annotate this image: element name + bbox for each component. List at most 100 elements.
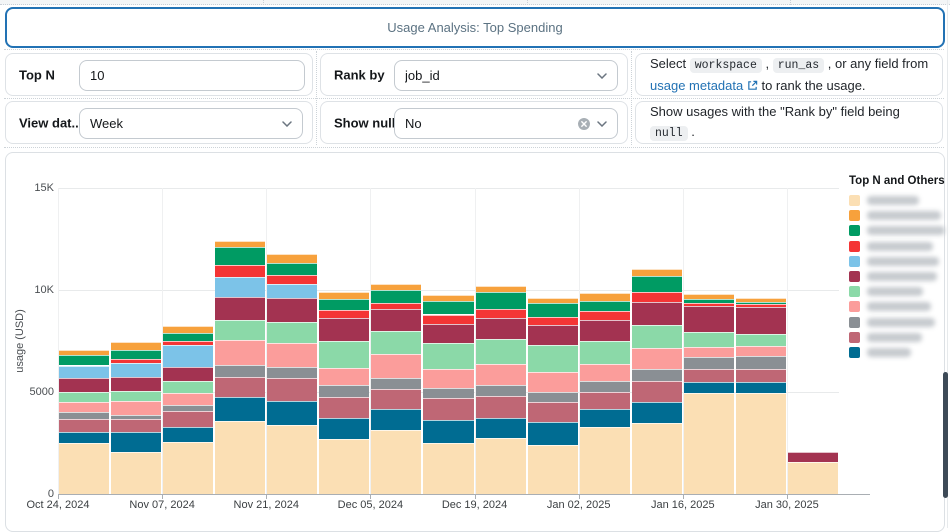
bar-segment[interactable] (111, 359, 162, 364)
bar-segment[interactable] (631, 422, 682, 494)
legend-item[interactable] (849, 284, 945, 299)
bar-segment[interactable] (267, 424, 318, 494)
legend-item[interactable] (849, 299, 945, 314)
legend-item[interactable] (849, 239, 945, 254)
bar-segment[interactable] (371, 283, 422, 290)
bar-segment[interactable] (579, 392, 630, 410)
bar-segment[interactable] (423, 323, 474, 344)
bar-segment[interactable] (59, 350, 110, 356)
bar-segment[interactable] (319, 299, 370, 311)
bar-segment[interactable] (579, 380, 630, 392)
bar-segment[interactable] (319, 367, 370, 385)
bar-segment[interactable] (423, 343, 474, 369)
bar-segment[interactable] (371, 303, 422, 310)
bar-segment[interactable] (735, 368, 786, 382)
bar-segment[interactable] (683, 368, 734, 382)
clear-icon[interactable] (577, 117, 591, 131)
bar-segment[interactable] (683, 381, 734, 394)
bar-segment[interactable] (735, 393, 786, 494)
bar-segment[interactable] (579, 341, 630, 365)
bar-segment[interactable] (683, 299, 734, 304)
legend-item[interactable] (849, 208, 945, 223)
bar-segment[interactable] (319, 310, 370, 318)
bar-segment[interactable] (527, 345, 578, 372)
bar-segment[interactable] (215, 319, 266, 340)
bar-segment[interactable] (267, 274, 318, 284)
rank-by-select[interactable]: job_id (394, 60, 618, 91)
bar-segment[interactable] (683, 294, 734, 300)
bar-segment[interactable] (423, 314, 474, 324)
bar-segment[interactable] (683, 357, 734, 369)
bar-segment[interactable] (631, 348, 682, 369)
bar-segment[interactable] (631, 324, 682, 349)
bar-segment[interactable] (267, 298, 318, 322)
bar-segment[interactable] (527, 392, 578, 403)
bar-segment[interactable] (215, 365, 266, 377)
bar-segment[interactable] (371, 429, 422, 494)
bar-segment[interactable] (423, 295, 474, 302)
bar-segment[interactable] (527, 324, 578, 346)
bar-segment[interactable] (319, 341, 370, 368)
bar-segment[interactable] (163, 426, 214, 442)
bar-segment[interactable] (215, 376, 266, 398)
bar-segment[interactable] (735, 356, 786, 369)
bar-segment[interactable] (215, 241, 266, 248)
bar-segment[interactable] (579, 426, 630, 494)
bar-segment[interactable] (267, 321, 318, 344)
bar-segment[interactable] (735, 346, 786, 357)
bar-segment[interactable] (111, 418, 162, 432)
bar-segment[interactable] (683, 347, 734, 358)
bar-segment[interactable] (163, 341, 214, 346)
bar-segment[interactable] (475, 417, 526, 438)
bar-segment[interactable] (579, 301, 630, 312)
bar-segment[interactable] (683, 303, 734, 307)
bar-segment[interactable] (215, 264, 266, 277)
bar-segment[interactable] (631, 275, 682, 293)
legend-item[interactable] (849, 269, 945, 284)
bar-segment[interactable] (475, 292, 526, 310)
bar-segment[interactable] (215, 297, 266, 320)
bar-segment[interactable] (267, 377, 318, 402)
legend-item[interactable] (849, 193, 945, 208)
bar-segment[interactable] (59, 392, 110, 403)
bar-segment[interactable] (423, 419, 474, 443)
bar-segment[interactable] (631, 292, 682, 303)
bar-segment[interactable] (59, 412, 110, 419)
bar-segment[interactable] (371, 290, 422, 304)
bar-segment[interactable] (631, 302, 682, 325)
bar-segment[interactable] (59, 418, 110, 432)
bar-segment[interactable] (735, 333, 786, 347)
bar-segment[interactable] (631, 368, 682, 381)
bar-segment[interactable] (163, 332, 214, 341)
bar-segment[interactable] (215, 247, 266, 265)
bar-segment[interactable] (475, 396, 526, 418)
bar-segment[interactable] (423, 301, 474, 315)
legend-item[interactable] (849, 330, 945, 345)
usage-metadata-link[interactable]: usage metadata (650, 77, 744, 93)
bar-segment[interactable] (735, 381, 786, 394)
bar-segment[interactable] (319, 317, 370, 341)
bar-segment[interactable] (111, 376, 162, 391)
bar-segment[interactable] (59, 365, 110, 378)
bar-segment[interactable] (735, 302, 786, 305)
bar-segment[interactable] (163, 441, 214, 494)
bar-segment[interactable] (527, 298, 578, 304)
bar-segment[interactable] (423, 398, 474, 420)
legend-item[interactable] (849, 345, 945, 360)
bar-segment[interactable] (59, 431, 110, 443)
bar-segment[interactable] (267, 254, 318, 264)
bar-segment[interactable] (111, 431, 162, 453)
bar-segment[interactable] (111, 363, 162, 377)
external-link-icon[interactable] (743, 78, 758, 93)
bar-segment[interactable] (215, 420, 266, 494)
bar-segment[interactable] (527, 303, 578, 317)
bar-segment[interactable] (59, 355, 110, 366)
bar-segment[interactable] (527, 316, 578, 325)
bar-segment[interactable] (579, 364, 630, 381)
bar-segment[interactable] (683, 331, 734, 348)
bar-segment[interactable] (423, 443, 474, 494)
legend-item[interactable] (849, 254, 945, 269)
bar-segment[interactable] (423, 368, 474, 388)
bar-segment[interactable] (371, 309, 422, 331)
bar-segment[interactable] (527, 421, 578, 446)
